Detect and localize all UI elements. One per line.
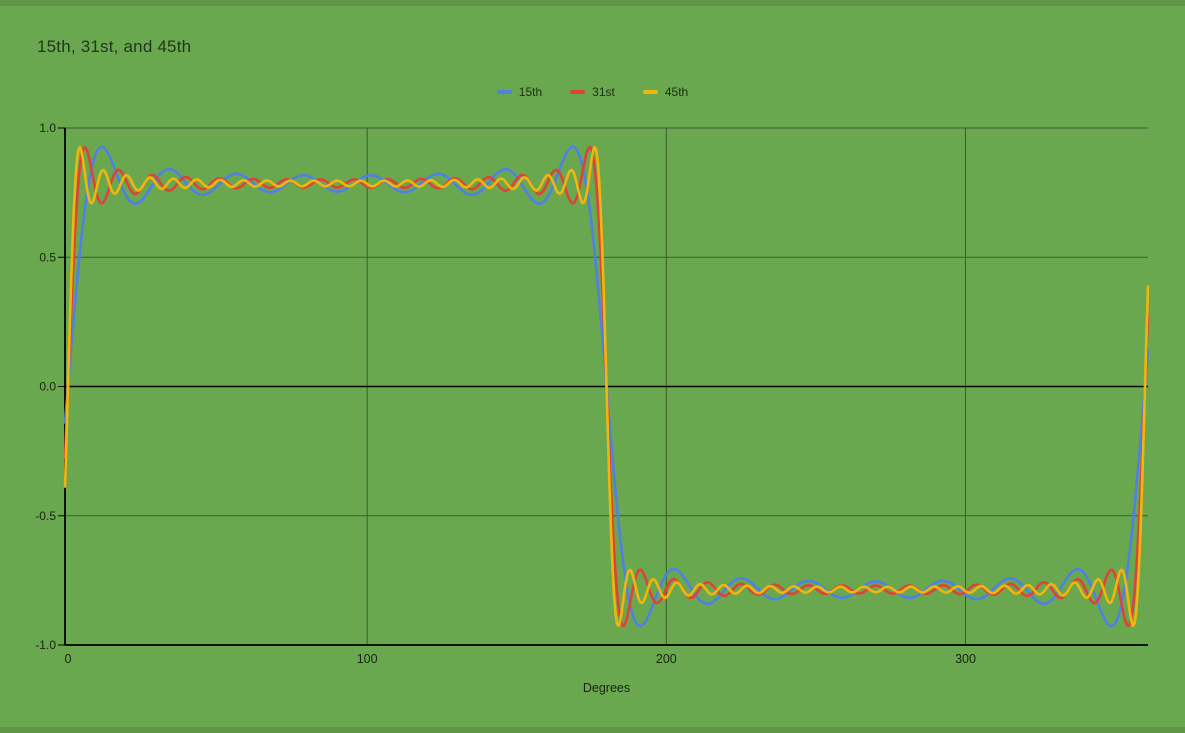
x-tick-label-200: 200: [656, 652, 677, 666]
window-edge-top: [0, 0, 1185, 6]
legend-item-15th[interactable]: 15th: [496, 85, 543, 99]
y-tick-label-0.5: 0.5: [39, 250, 56, 264]
x-axis-title: Degrees: [583, 681, 630, 695]
window-edge-bottom: [0, 727, 1185, 733]
legend-item-31st[interactable]: 31st: [570, 85, 615, 99]
series-line-45th: [63, 145, 1149, 628]
legend-dash-45th: [642, 90, 658, 94]
x-tick-label-100: 100: [357, 652, 378, 666]
x-tick-label-0: 0: [65, 652, 72, 666]
legend-label-15th: 15th: [518, 85, 543, 99]
y-tick-label-1.0: 1.0: [39, 121, 56, 135]
legend-label-45th: 45th: [664, 85, 689, 99]
y-tick-label-0.0: 0.0: [39, 380, 56, 394]
legend-item-45th[interactable]: 45th: [642, 85, 689, 99]
y-tick-label--1.0: -1.0: [35, 638, 56, 652]
chart-title: 15th, 31st, and 45th: [37, 37, 192, 56]
x-tick-label-300: 300: [955, 652, 976, 666]
chart-legend: 15th 31st 45th: [0, 84, 1185, 100]
y-tick-label--0.5: -0.5: [35, 509, 56, 523]
legend-dash-31st: [570, 90, 586, 94]
legend-dash-15th: [496, 90, 512, 94]
legend-label-31st: 31st: [592, 85, 615, 99]
